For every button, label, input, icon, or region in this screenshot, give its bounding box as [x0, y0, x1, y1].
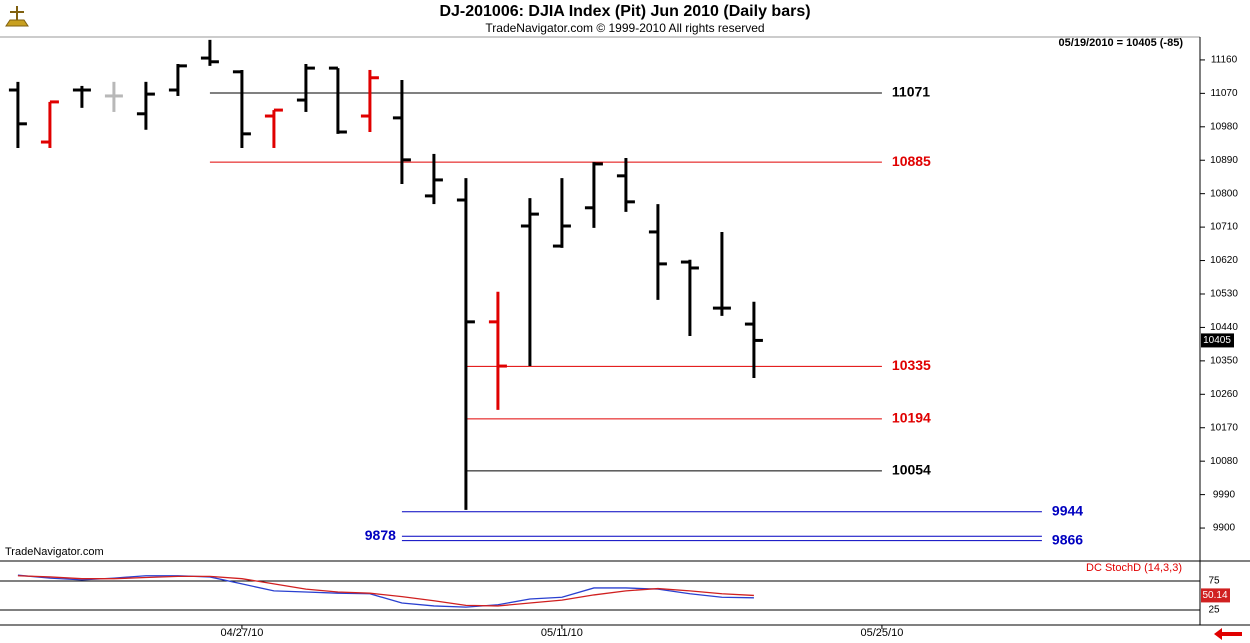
level-label: 10335	[892, 357, 931, 373]
y-tick-label: 11160	[1211, 55, 1238, 66]
last-value-box	[1201, 333, 1234, 348]
last-value-label: 50.14	[1202, 590, 1227, 601]
nav-arrow[interactable]	[1214, 628, 1242, 640]
level-label: 9866	[1052, 531, 1083, 547]
indicator-line	[17, 575, 754, 607]
y-tick-label: 10980	[1210, 121, 1238, 132]
last-value-label: 10405	[1203, 335, 1231, 346]
chart-subtitle: TradeNavigator.com © 1999-2010 All right…	[485, 21, 764, 35]
last-value-box	[1201, 588, 1230, 603]
x-tick-label: 05/11/10	[541, 627, 583, 639]
level-label: 10885	[892, 153, 931, 169]
watermark: TradeNavigator.com	[5, 546, 104, 558]
y-tick-label: 10710	[1210, 222, 1238, 233]
info: 05/19/2010 = 10405 (-85)	[1059, 37, 1184, 49]
y-tick-label: 10260	[1210, 389, 1238, 400]
logo	[2, 2, 32, 32]
y-tick-label: 10530	[1210, 289, 1238, 300]
x-tick-label: 04/27/10	[221, 627, 264, 639]
y-tick-label: 11070	[1210, 88, 1238, 99]
y-tick-label: 10440	[1210, 322, 1238, 333]
y-tick-label: 10350	[1210, 356, 1238, 367]
indicator-title: DC StochD (14,3,3)	[1086, 562, 1182, 574]
level-label: 9878	[365, 527, 396, 543]
y-tick-label: 75	[1208, 576, 1220, 587]
chart-title: DJ-201006: DJIA Index (Pit) Jun 2010 (Da…	[439, 3, 810, 20]
level-label: 11071	[892, 84, 930, 100]
y-tick-label: 9900	[1213, 523, 1236, 534]
level-label: 10194	[892, 410, 931, 426]
y-tick-label: 25	[1208, 605, 1220, 616]
y-tick-label: 9990	[1213, 489, 1236, 500]
level-label: 9944	[1052, 502, 1083, 518]
y-tick-label: 10620	[1210, 255, 1238, 266]
y-tick-label: 10890	[1210, 155, 1238, 166]
indicator-line	[17, 574, 754, 608]
y-tick-label: 10170	[1210, 422, 1238, 433]
x-tick-label: 05/25/10	[861, 627, 904, 639]
y-tick-label: 10800	[1210, 188, 1238, 199]
level-label: 10054	[892, 462, 931, 478]
y-tick-label: 10080	[1210, 456, 1238, 467]
